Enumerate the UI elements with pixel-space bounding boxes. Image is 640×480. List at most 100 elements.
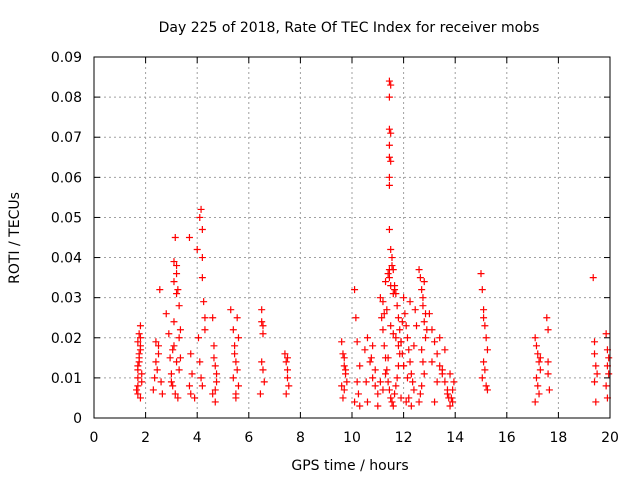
data-point — [374, 390, 382, 398]
data-point — [397, 394, 405, 402]
data-point — [167, 370, 175, 378]
data-point — [543, 314, 551, 322]
data-point — [387, 394, 395, 402]
data-point — [389, 266, 397, 274]
data-point — [210, 342, 218, 350]
data-point — [374, 402, 382, 410]
data-point — [415, 266, 423, 274]
data-point — [392, 334, 400, 342]
data-point — [339, 350, 347, 358]
data-point — [535, 390, 543, 398]
data-point — [383, 366, 391, 374]
data-point — [369, 342, 377, 350]
data-point — [197, 374, 205, 382]
y-tick-label: 0.06 — [51, 170, 82, 186]
data-point — [396, 326, 404, 334]
data-point — [136, 346, 144, 354]
x-tick-labels: 0 2 4 6 8 10 12 14 16 18 20 — [90, 430, 619, 446]
data-point — [167, 378, 175, 386]
data-point — [431, 398, 439, 406]
data-point — [433, 350, 441, 358]
data-point — [284, 374, 291, 382]
data-points — [133, 77, 613, 410]
data-point — [388, 398, 396, 406]
data-point — [589, 274, 597, 282]
data-point — [173, 262, 181, 270]
data-point — [259, 330, 267, 338]
data-point — [233, 366, 241, 374]
data-point — [592, 362, 600, 370]
data-point — [418, 286, 426, 294]
data-point — [134, 382, 142, 390]
data-point — [198, 225, 206, 233]
data-point — [185, 234, 193, 241]
data-point — [482, 334, 490, 342]
data-point — [385, 173, 393, 181]
data-point — [447, 394, 455, 402]
data-point — [418, 346, 426, 354]
data-point — [353, 338, 361, 346]
data-point — [536, 366, 544, 374]
data-point — [391, 390, 399, 398]
data-point — [175, 366, 183, 374]
data-point — [361, 346, 369, 354]
x-tick-label: 20 — [601, 430, 619, 446]
data-point — [449, 398, 457, 406]
data-point — [157, 378, 165, 386]
data-point — [353, 378, 361, 386]
data-point — [391, 282, 399, 290]
data-point — [441, 346, 449, 354]
data-point — [173, 290, 181, 298]
data-point — [152, 358, 160, 366]
data-point — [403, 334, 411, 342]
data-point — [592, 398, 600, 406]
x-tick-label: 4 — [193, 430, 202, 446]
data-point — [155, 342, 162, 350]
data-point — [394, 314, 402, 322]
data-point — [410, 342, 418, 350]
data-point — [234, 334, 242, 342]
data-point — [282, 358, 290, 366]
data-point — [193, 246, 201, 254]
data-point — [171, 390, 179, 398]
x-tick-label: 10 — [343, 430, 361, 446]
data-point — [231, 350, 239, 358]
data-point — [363, 334, 371, 342]
data-point — [428, 358, 436, 366]
data-point — [187, 390, 195, 398]
data-point — [385, 386, 393, 394]
data-point — [531, 334, 539, 342]
y-tick-label: 0.04 — [51, 251, 82, 267]
data-point — [259, 322, 267, 330]
data-point — [369, 374, 377, 382]
data-point — [169, 346, 177, 354]
data-point — [232, 394, 240, 402]
data-point — [151, 374, 159, 382]
data-point — [419, 302, 427, 310]
data-point — [200, 298, 208, 306]
data-point — [478, 286, 486, 294]
y-axis-label: ROTI / TECUs — [7, 192, 23, 284]
data-point — [415, 398, 423, 406]
data-point — [385, 93, 393, 101]
data-point — [392, 290, 400, 298]
data-point — [419, 358, 427, 366]
data-point — [136, 394, 144, 402]
data-point — [591, 350, 599, 358]
data-point — [211, 398, 219, 406]
data-point — [402, 322, 410, 330]
data-point — [213, 370, 221, 378]
data-point — [198, 254, 206, 262]
data-point — [383, 306, 391, 314]
data-point — [605, 354, 613, 362]
data-point — [211, 362, 219, 370]
data-point — [175, 334, 183, 342]
x-tick-label: 0 — [90, 430, 99, 446]
data-point — [156, 286, 164, 294]
data-point — [258, 306, 266, 314]
data-point — [431, 338, 439, 346]
data-point — [170, 258, 178, 266]
data-point — [153, 366, 161, 374]
data-point — [388, 254, 396, 262]
data-point — [356, 402, 364, 410]
